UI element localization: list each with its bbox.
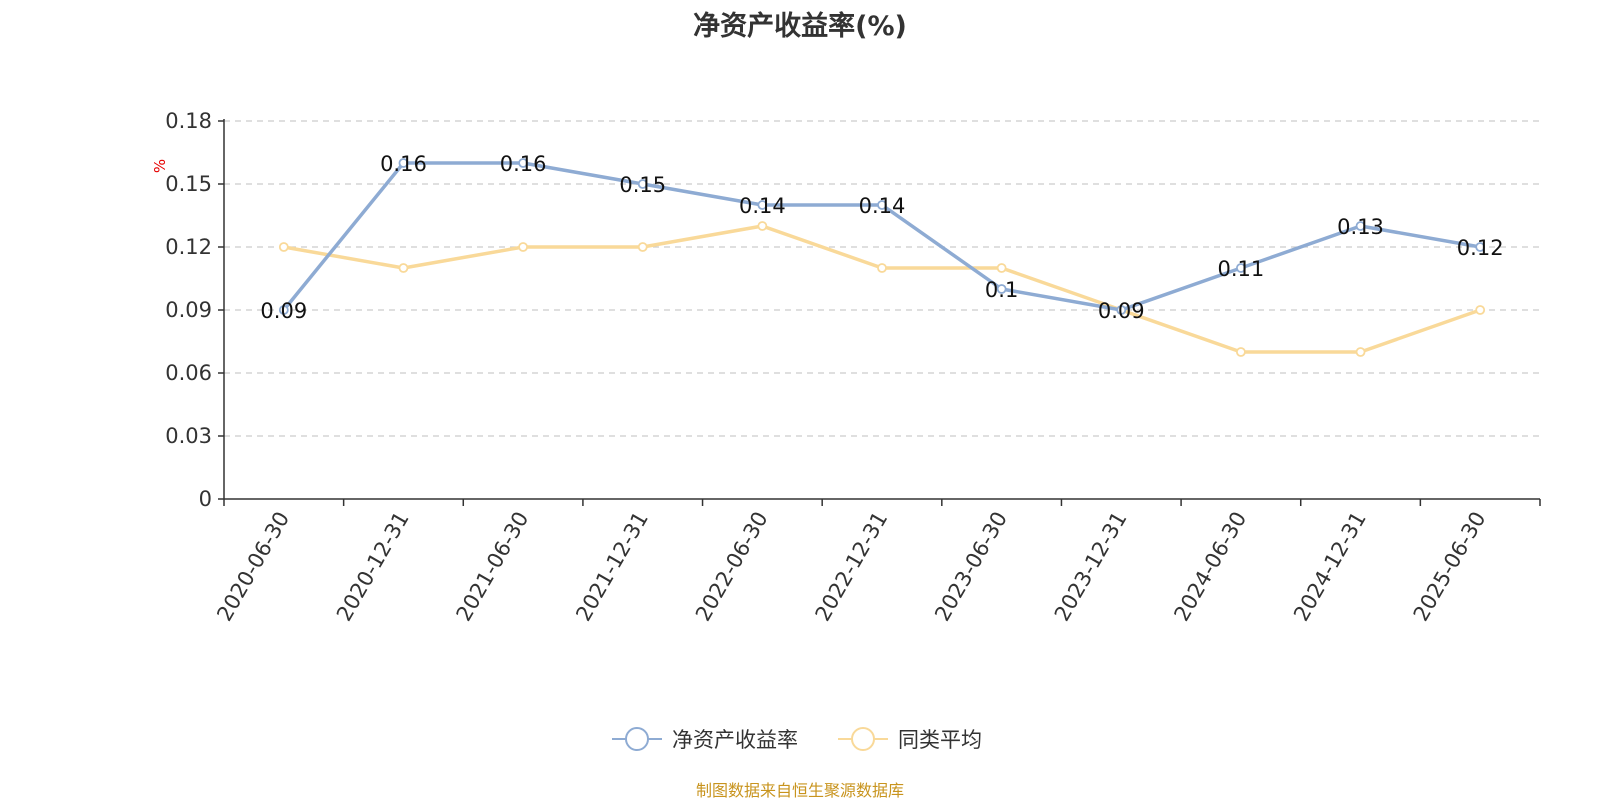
x-tick-label: 2021-12-31 xyxy=(571,508,653,626)
data-point[interactable] xyxy=(1355,221,1366,231)
chart-title: 净资产收益率(%) xyxy=(693,11,907,42)
data-point[interactable] xyxy=(996,263,1007,273)
data-label: 0.16 xyxy=(380,152,427,176)
data-label: 0.12 xyxy=(1457,236,1504,260)
data-point[interactable] xyxy=(518,158,528,168)
x-tick-label: 2024-12-31 xyxy=(1289,508,1371,626)
x-tick-label: 2021-06-30 xyxy=(452,508,534,626)
y-tick-label: 0.06 xyxy=(165,361,212,385)
data-label: 0.1 xyxy=(985,278,1018,302)
axes: 0 0.03 0.06 0.09 0.12 0.15 0.18 2020-06-30 2020-… xyxy=(165,109,1541,626)
x-tick-label: 2023-12-31 xyxy=(1050,508,1132,626)
legend-item-0[interactable]: 净资产收益率 xyxy=(612,727,798,752)
data-label: 0.14 xyxy=(859,194,906,218)
legend-label: 同类平均 xyxy=(898,728,982,752)
legend[interactable]: 净资产收益率 同类平均 xyxy=(612,727,982,752)
legend-swatch-marker xyxy=(625,727,649,751)
y-tick-label: 0.12 xyxy=(165,235,212,259)
source-note: 制图数据来自恒生聚源数据库 xyxy=(695,781,904,800)
data-label: 0.09 xyxy=(1098,299,1145,323)
data-point[interactable] xyxy=(1355,347,1366,357)
x-tick-label: 2022-12-31 xyxy=(811,508,893,626)
y-tick-label: 0.03 xyxy=(165,424,212,448)
legend-item-1[interactable]: 同类平均 xyxy=(838,727,982,752)
y-tick-label: 0.18 xyxy=(165,109,212,133)
data-point[interactable] xyxy=(757,221,768,231)
legend-swatch-marker xyxy=(851,727,875,751)
data-label: 0.15 xyxy=(619,173,666,197)
data-labels: 0.09 0.16 0.16 0.15 0.14 0.14 0.1 0.09 0.11 0.13 0… xyxy=(260,152,1503,323)
data-point[interactable] xyxy=(637,179,648,189)
x-tick-label: 2020-06-30 xyxy=(212,508,294,626)
data-label: 0.13 xyxy=(1337,215,1384,239)
data-label: 0.09 xyxy=(260,299,307,323)
data-point[interactable] xyxy=(1236,347,1246,357)
data-label: 0.16 xyxy=(500,152,547,176)
x-tick-label: 2024-06-30 xyxy=(1169,508,1251,626)
data-label: 0.14 xyxy=(739,194,786,218)
data-point[interactable] xyxy=(278,305,289,315)
data-point[interactable] xyxy=(996,284,1007,294)
data-label: 0.11 xyxy=(1218,257,1265,281)
x-tick-label: 2022-06-30 xyxy=(691,508,773,626)
data-point[interactable] xyxy=(637,242,648,252)
data-point[interactable] xyxy=(398,158,409,168)
data-point[interactable] xyxy=(518,242,528,252)
y-tick-label: 0 xyxy=(199,487,212,511)
data-point[interactable] xyxy=(1475,242,1486,252)
legend-label: 净资产收益率 xyxy=(672,728,798,752)
data-point[interactable] xyxy=(278,242,289,252)
data-point[interactable] xyxy=(1116,305,1127,315)
y-tick-label: 0.15 xyxy=(165,172,212,196)
data-point[interactable] xyxy=(757,200,768,210)
data-point[interactable] xyxy=(398,263,409,273)
x-tick-label: 2023-06-30 xyxy=(930,508,1012,626)
series-line-1 xyxy=(283,224,1481,354)
data-point[interactable] xyxy=(877,263,887,273)
x-tick-label: 2025-06-30 xyxy=(1409,508,1491,626)
data-point[interactable] xyxy=(1236,263,1246,273)
series-line-0 xyxy=(282,161,1481,312)
data-point[interactable] xyxy=(1475,305,1486,315)
y-tick-label: 0.09 xyxy=(165,298,212,322)
data-point[interactable] xyxy=(877,200,887,210)
y-axis-unit-label: % xyxy=(151,159,169,173)
x-tick-label: 2020-12-31 xyxy=(332,508,414,626)
series-layer xyxy=(278,158,1486,357)
